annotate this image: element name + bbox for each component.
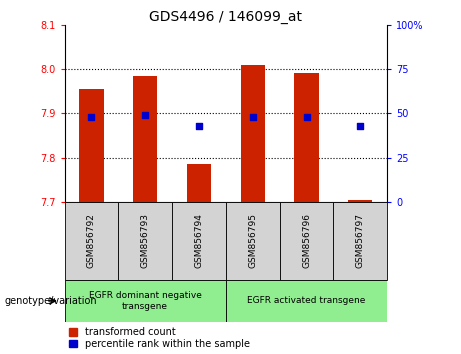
Title: GDS4496 / 146099_at: GDS4496 / 146099_at [149, 10, 302, 24]
Bar [280, 202, 333, 280]
Legend: transformed count, percentile rank within the sample: transformed count, percentile rank withi… [70, 327, 250, 349]
Text: GSM856795: GSM856795 [248, 213, 257, 268]
Bar [65, 280, 226, 322]
Bar [295, 74, 319, 202]
Bar [241, 65, 265, 202]
Text: GSM856793: GSM856793 [141, 213, 150, 268]
Bar [79, 89, 104, 202]
Text: GSM856797: GSM856797 [356, 213, 365, 268]
Point [88, 114, 95, 120]
Text: GSM856794: GSM856794 [195, 213, 203, 268]
Bar [133, 76, 157, 202]
Bar [348, 200, 372, 202]
Text: GSM856796: GSM856796 [302, 213, 311, 268]
Text: EGFR activated transgene: EGFR activated transgene [248, 296, 366, 306]
Bar [226, 202, 280, 280]
Point [249, 114, 256, 120]
Text: EGFR dominant negative
transgene: EGFR dominant negative transgene [89, 291, 201, 310]
Bar [187, 164, 211, 202]
Text: genotype/variation: genotype/variation [5, 296, 97, 306]
Bar [226, 280, 387, 322]
Point [357, 123, 364, 129]
Text: GSM856792: GSM856792 [87, 213, 96, 268]
Bar [65, 202, 118, 280]
Bar [118, 202, 172, 280]
Point [303, 114, 310, 120]
Point [142, 112, 149, 118]
Bar [333, 202, 387, 280]
Bar [172, 202, 226, 280]
Point [195, 123, 203, 129]
